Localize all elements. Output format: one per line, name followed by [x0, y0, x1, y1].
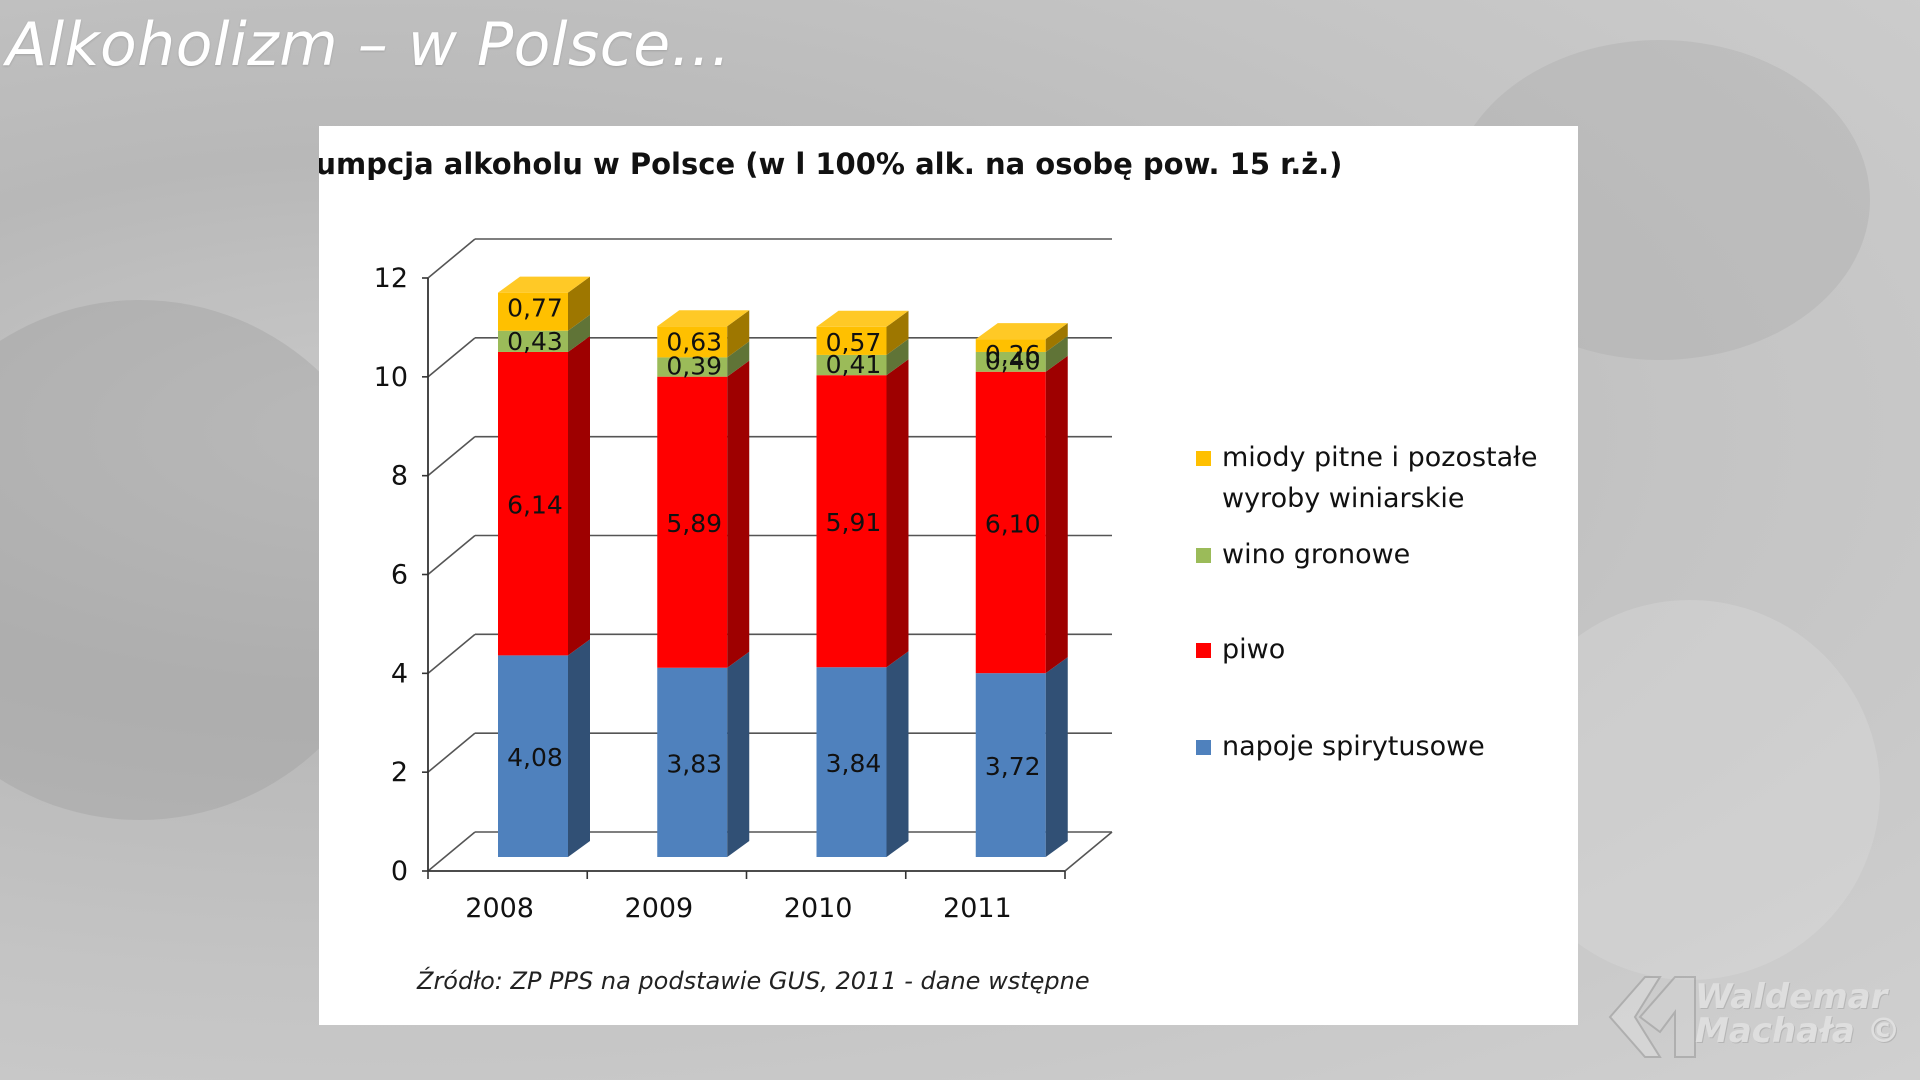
- data-label: 0,26: [985, 340, 1041, 369]
- floor-edge: [1064, 831, 1113, 872]
- slide-title: Alkoholizm – w Polsce…: [6, 10, 732, 80]
- bar-side: [886, 338, 909, 376]
- bar-side: [1045, 323, 1068, 352]
- bar-segment: [498, 330, 568, 352]
- gridline-side: [427, 337, 476, 378]
- x-tick-label: 2009: [625, 893, 694, 924]
- bar-segment: [816, 354, 887, 376]
- bar-segment: [975, 371, 1046, 674]
- y-tick-label: 12: [374, 263, 408, 294]
- bar-side: [727, 310, 750, 358]
- y-tick-label: 8: [391, 461, 408, 492]
- chart-data-labels: 4,08 6,14 0,43 0,77 3,83 5,89 0,390,63 3,84 5,91…: [507, 294, 1040, 781]
- legend-label: wino gronowe: [1222, 539, 1410, 570]
- watermark-line1: Waldemar: [1695, 977, 1888, 1017]
- bar-segment: [975, 673, 1046, 857]
- bar-side: [1045, 657, 1068, 857]
- data-label: 0,77: [507, 294, 563, 323]
- data-label: 3,83: [666, 749, 722, 778]
- bar-segment: [657, 357, 728, 377]
- bar-side: [727, 651, 750, 857]
- bar-top: [816, 310, 909, 327]
- gridline-side: [427, 831, 476, 872]
- bar-top: [975, 323, 1068, 340]
- data-label: 0,43: [507, 327, 563, 356]
- data-label: 6,14: [507, 491, 563, 520]
- data-label: 4,08: [507, 743, 563, 772]
- data-label: 5,91: [826, 508, 882, 537]
- chart-title: Konsumpcja alkoholu w Polsce (w l 100% a…: [319, 147, 1342, 181]
- x-tick-label: 2010: [784, 893, 853, 924]
- bar-segment: [816, 667, 887, 857]
- logo-w-icon: [1608, 976, 1696, 1058]
- bar-segment: [657, 326, 728, 358]
- data-label: 0,41: [826, 350, 882, 379]
- gridline-side: [427, 633, 476, 674]
- data-label: 3,84: [826, 749, 882, 778]
- legend-swatch: [1196, 548, 1211, 563]
- bar-side: [568, 639, 590, 857]
- data-label: 0,40: [985, 347, 1041, 376]
- x-tick-label: 2011: [943, 893, 1012, 924]
- y-tick-label: 2: [391, 757, 408, 788]
- data-label: 0,57: [826, 328, 882, 357]
- chart-card: Konsumpcja alkoholu w Polsce (w l 100% a…: [236, 126, 1578, 1025]
- bar-side: [568, 276, 590, 331]
- chart-bars: [498, 276, 1068, 857]
- legend-swatch: [1196, 740, 1211, 755]
- bar-side: [1045, 355, 1068, 674]
- y-tick-label: 6: [391, 560, 408, 591]
- legend-label: piwo: [1222, 634, 1285, 665]
- bar-segment: [975, 339, 1046, 352]
- stacked-bar-chart: Konsumpcja alkoholu w Polsce (w l 100% a…: [236, 147, 1538, 995]
- gridline-side: [427, 534, 476, 576]
- y-tick-label: 0: [391, 856, 408, 887]
- gridline-side: [427, 436, 476, 477]
- bar-side: [568, 314, 590, 352]
- bar-segment: [657, 376, 728, 668]
- data-label: 6,10: [985, 509, 1041, 538]
- bar-segment: [816, 326, 887, 355]
- legend-label: napoje spirytusowe: [1222, 731, 1485, 762]
- legend-label: wyroby winiarskie: [1222, 483, 1464, 514]
- chart-source-note: Źródło: ZP PPS na podstawie GUS, 2011 - …: [416, 966, 1090, 995]
- y-tick-label: 4: [391, 658, 408, 689]
- bar-segment: [657, 667, 728, 857]
- bar-top: [657, 310, 750, 327]
- chart-legend: miody pitne i pozostałe wyroby winiarskie…: [1196, 442, 1537, 762]
- y-tick-label: 10: [374, 362, 408, 393]
- bar-side: [727, 360, 750, 668]
- legend-label: miody pitne i pozostałe: [1222, 442, 1537, 473]
- bar-side: [886, 651, 909, 857]
- data-label: 5,89: [666, 509, 722, 538]
- legend-swatch: [1196, 451, 1211, 466]
- bar-top: [498, 276, 590, 293]
- gridline-side: [427, 238, 476, 279]
- legend-swatch: [1196, 643, 1211, 658]
- bar-side: [727, 341, 750, 377]
- data-label: 0,39: [666, 352, 722, 381]
- bar-segment: [816, 375, 887, 668]
- bar-side: [886, 310, 909, 355]
- bar-side: [1045, 335, 1068, 372]
- bar-side: [886, 359, 909, 668]
- bar-segment: [975, 351, 1046, 372]
- data-label: 0,63: [666, 327, 722, 356]
- watermark-logo: Waldemar Machała ©: [1605, 972, 1905, 1062]
- bar-segment: [498, 655, 568, 857]
- data-label: 3,72: [985, 752, 1041, 781]
- gridline-side: [427, 732, 476, 773]
- x-tick-label: 2008: [465, 893, 534, 924]
- bar-segment: [498, 292, 568, 331]
- watermark-line2: Machała ©: [1695, 1011, 1901, 1051]
- bar-segment: [498, 351, 568, 656]
- bar-side: [568, 335, 590, 656]
